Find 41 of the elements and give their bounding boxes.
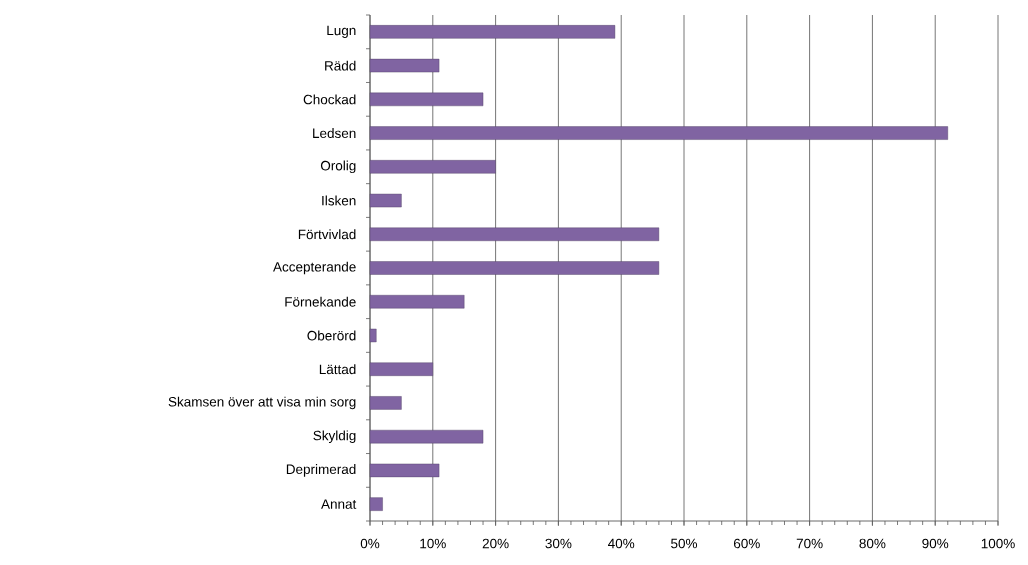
y-tick-label: Chockad xyxy=(303,94,356,105)
bar xyxy=(369,429,484,444)
x-tick-label: 40% xyxy=(608,538,635,549)
x-tick-label: 80% xyxy=(859,538,886,549)
y-tick-label: Förnekande xyxy=(285,296,356,307)
y-tick-label: Accepterande xyxy=(273,261,356,275)
bar xyxy=(369,193,402,208)
bar xyxy=(369,227,660,241)
bar xyxy=(369,261,660,275)
x-tick-label: 20% xyxy=(482,538,509,549)
bar xyxy=(369,362,433,376)
x-tick-label: 70% xyxy=(796,538,823,549)
y-tick-label: Deprimerad xyxy=(286,464,356,477)
bar xyxy=(369,328,377,343)
y-tick-label: Skyldig xyxy=(313,430,356,443)
y-tick-label: Lättad xyxy=(319,364,356,375)
bar xyxy=(369,25,616,39)
x-tick-label: 60% xyxy=(733,538,760,549)
bar xyxy=(369,463,440,478)
bar xyxy=(369,295,465,309)
x-tick-label: 10% xyxy=(420,538,446,549)
y-tick-label: Ledsen xyxy=(313,128,356,139)
bar xyxy=(369,58,440,73)
x-tick-label: 50% xyxy=(671,538,698,549)
y-tick-label: Rädd xyxy=(325,60,356,71)
y-tick-label: Annat xyxy=(321,499,357,509)
bar xyxy=(369,396,402,410)
bar xyxy=(369,92,484,107)
x-tick-label: 90% xyxy=(922,538,949,549)
x-tick-label: 0% xyxy=(360,538,380,549)
y-tick-label: Ilsken xyxy=(322,195,356,206)
bar xyxy=(369,160,496,174)
bar xyxy=(369,126,948,140)
y-tick-label: Förtvivlad xyxy=(298,229,356,240)
y-tick-label: Oberörd xyxy=(307,330,356,341)
x-tick-label: 100% xyxy=(981,538,1015,549)
y-tick-label: Skamsen över att visa min sorg xyxy=(168,396,356,410)
bar xyxy=(369,497,383,511)
y-tick-label: Lugn xyxy=(327,25,356,38)
x-tick-label: 30% xyxy=(545,538,572,549)
y-tick-label: Orolig xyxy=(320,160,356,174)
